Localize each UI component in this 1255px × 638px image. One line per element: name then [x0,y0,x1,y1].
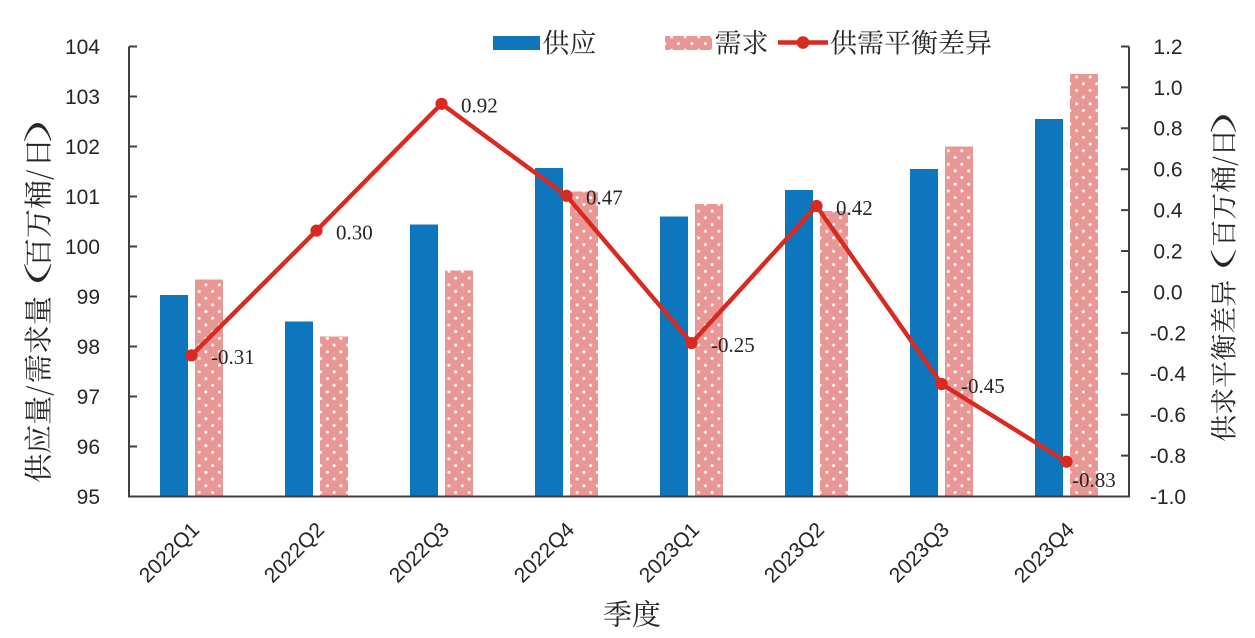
svg-text:102: 102 [65,136,100,159]
svg-text:-0.6: -0.6 [1150,404,1186,427]
svg-text:100: 100 [65,236,100,259]
svg-text:0.47: 0.47 [586,186,623,210]
svg-text:-0.31: -0.31 [211,345,255,369]
svg-text:0.8: 0.8 [1153,118,1182,141]
svg-text:97: 97 [77,386,100,409]
svg-text:0.42: 0.42 [836,196,873,220]
svg-text:104: 104 [65,36,100,59]
svg-text:-1.0: -1.0 [1150,486,1186,509]
svg-text:99: 99 [77,286,100,309]
svg-text:-0.2: -0.2 [1150,322,1186,345]
svg-text:98: 98 [77,336,100,359]
svg-text:-0.4: -0.4 [1150,363,1187,386]
svg-text:1.2: 1.2 [1153,36,1182,59]
svg-text:95: 95 [77,486,100,509]
svg-text:0.2: 0.2 [1153,240,1182,263]
svg-text:0.0: 0.0 [1153,281,1182,304]
svg-text:101: 101 [65,186,100,209]
svg-text:-0.8: -0.8 [1150,445,1186,468]
svg-text:0.92: 0.92 [461,94,498,118]
svg-text:1.0: 1.0 [1153,77,1182,100]
svg-text:0.4: 0.4 [1153,200,1183,223]
svg-text:103: 103 [65,86,100,109]
svg-text:-0.45: -0.45 [961,374,1005,398]
svg-text:96: 96 [77,436,100,459]
svg-text:-0.83: -0.83 [1072,468,1116,492]
svg-text:0.6: 0.6 [1153,159,1182,182]
svg-text:0.30: 0.30 [336,220,373,244]
svg-text:-0.25: -0.25 [711,333,755,357]
